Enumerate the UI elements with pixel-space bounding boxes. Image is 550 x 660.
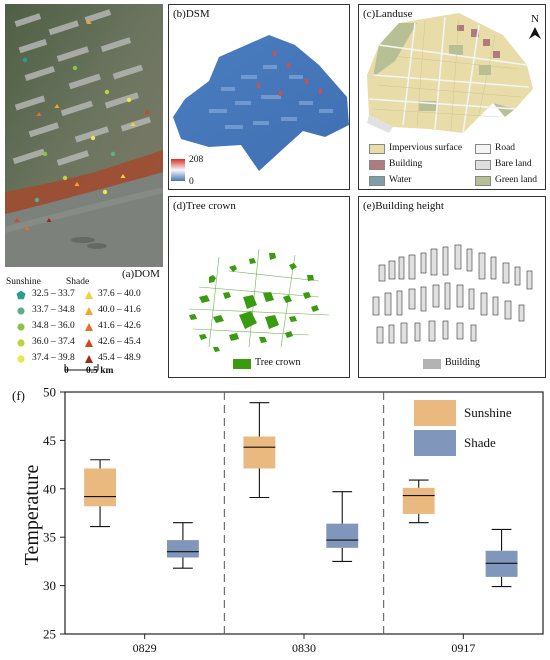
tree-crown-legend: Tree crown [255, 357, 301, 368]
landuse-bareland-label: Bare land [495, 159, 532, 169]
panel-building-height: (e)Building height Building [358, 196, 546, 378]
box-body [402, 487, 435, 514]
shade-range-4: 42.6 – 45.4 [98, 337, 141, 347]
panel-dsm-label: (b)DSM [173, 8, 210, 20]
landuse-swatch-water [369, 176, 385, 186]
y-tick-label: 35 [43, 530, 56, 545]
legend-label-shade: Shade [464, 435, 496, 450]
panel-temperature-chart: (f) Temperature 25 30 35 40 45 50 0829 0830 091… [0, 382, 550, 655]
shade-legend-triangle [85, 323, 93, 331]
x-tick-label: 0917 [451, 641, 475, 655]
legend-swatch-sunshine [414, 400, 456, 426]
scale-bar [64, 364, 99, 371]
group-dividers [223, 392, 385, 634]
sunshine-range-3: 34.8 – 36.0 [32, 321, 75, 331]
dsm-max: 208 [189, 155, 204, 165]
sunshine-legend-dot [17, 323, 25, 331]
x-tick-label: 0829 [133, 641, 157, 655]
shade-legend-triangle [85, 355, 93, 363]
y-tick-label: 40 [43, 481, 56, 496]
box-shade-0829 [166, 522, 199, 569]
landuse-map [367, 13, 541, 134]
sunshine-legend-dot [17, 339, 25, 347]
scale-label: 0.5 km [86, 366, 114, 376]
north-arrow-icon [529, 27, 541, 39]
dom-aerial-image [5, 4, 163, 267]
box-body [243, 436, 276, 469]
landuse-road-label: Road [495, 143, 516, 153]
sunshine-range-5: 37.4 – 39.8 [32, 353, 75, 363]
x-tick-label: 0830 [292, 641, 316, 655]
panel-dom-label: (a)DOM [122, 268, 160, 280]
north-label: N [531, 13, 539, 25]
panel-landuse-label: (c)Landuse [363, 8, 413, 20]
box-body [166, 540, 199, 558]
sunshine-legend-title: Sunshine [6, 277, 41, 287]
shade-legend-triangle [85, 339, 93, 347]
panel-landuse: (c)Landuse N Impervious [358, 4, 546, 190]
y-axis-label: Temperature [21, 464, 43, 565]
legend-label-sunshine: Sunshine [464, 405, 512, 420]
panel-tree-crown: (d)Tree crown Tree crown [168, 196, 350, 378]
y-tick-label: 25 [43, 627, 56, 642]
box-sunshine-0829 [84, 459, 116, 528]
shade-legend-title: Shade [66, 277, 90, 287]
box-sunshine-0830 [243, 402, 276, 499]
landuse-swatch-impervious [369, 144, 385, 154]
landuse-swatch-building [369, 160, 385, 170]
sunshine-legend-dot [17, 307, 25, 315]
panel-dom: (a)DOM Sunshine Shade 32.5 – 33.7 33.7 –… [0, 0, 168, 380]
panel-dsm: (b)DSM 208 0 [168, 4, 350, 190]
landuse-building-label: Building [389, 159, 423, 169]
sunshine-range-1: 32.5 – 33.7 [32, 289, 75, 299]
box-body [84, 468, 116, 507]
legend-swatch-shade [414, 430, 456, 456]
building-legend: Building [445, 357, 481, 368]
y-tick-label: 30 [43, 578, 56, 593]
chart-panel-label: (f) [12, 388, 25, 403]
landuse-swatch-road [475, 144, 491, 154]
building-swatch [423, 359, 441, 369]
shade-range-2: 40.0 – 41.6 [98, 305, 141, 315]
temperature-boxplot: (f) Temperature 25 30 35 40 45 50 0829 0830 091… [12, 385, 544, 655]
landuse-water-label: Water [389, 175, 412, 185]
landuse-greenland-label: Green land [495, 175, 537, 185]
shade-legend-triangle [85, 307, 93, 315]
sunshine-legend-dot [17, 355, 25, 363]
sunshine-range-4: 36.0 – 37.4 [32, 337, 75, 347]
landuse-impervious-label: Impervious surface [389, 143, 463, 153]
shade-legend-triangle [85, 291, 93, 299]
box-shade-0917 [485, 528, 518, 588]
sunshine-legend-pentagon [16, 290, 26, 300]
tree-crown-map [188, 248, 330, 352]
box-body [326, 523, 359, 548]
building-height-map [372, 244, 533, 344]
box-sunshine-0917 [402, 479, 435, 524]
landuse-swatch-greenland [475, 176, 491, 186]
plot-frame [64, 391, 544, 635]
y-axis: 25 30 35 40 45 50 [43, 385, 65, 642]
panel-building-label: (e)Building height [363, 200, 444, 212]
scale-zero: 0 [64, 366, 69, 376]
dsm-min: 0 [189, 177, 194, 187]
shade-range-5: 45.4 – 48.9 [98, 353, 141, 363]
box-series [84, 402, 518, 588]
x-axis: 0829 0830 0917 [133, 634, 475, 655]
chart-legend: Sunshine Shade [414, 400, 512, 456]
shade-range-1: 37.6 – 40.0 [98, 289, 141, 299]
landuse-swatch-bareland [475, 160, 491, 170]
dsm-colorbar [171, 159, 185, 181]
tree-crown-swatch [233, 359, 251, 369]
sunshine-range-2: 33.7 – 34.8 [32, 305, 75, 315]
panel-tree-label: (d)Tree crown [173, 200, 236, 212]
box-shade-0830 [326, 491, 359, 562]
y-tick-label: 50 [43, 385, 56, 400]
shade-range-3: 41.6 – 42.6 [98, 321, 141, 331]
y-tick-label: 45 [43, 433, 56, 448]
dsm-map [171, 35, 349, 181]
